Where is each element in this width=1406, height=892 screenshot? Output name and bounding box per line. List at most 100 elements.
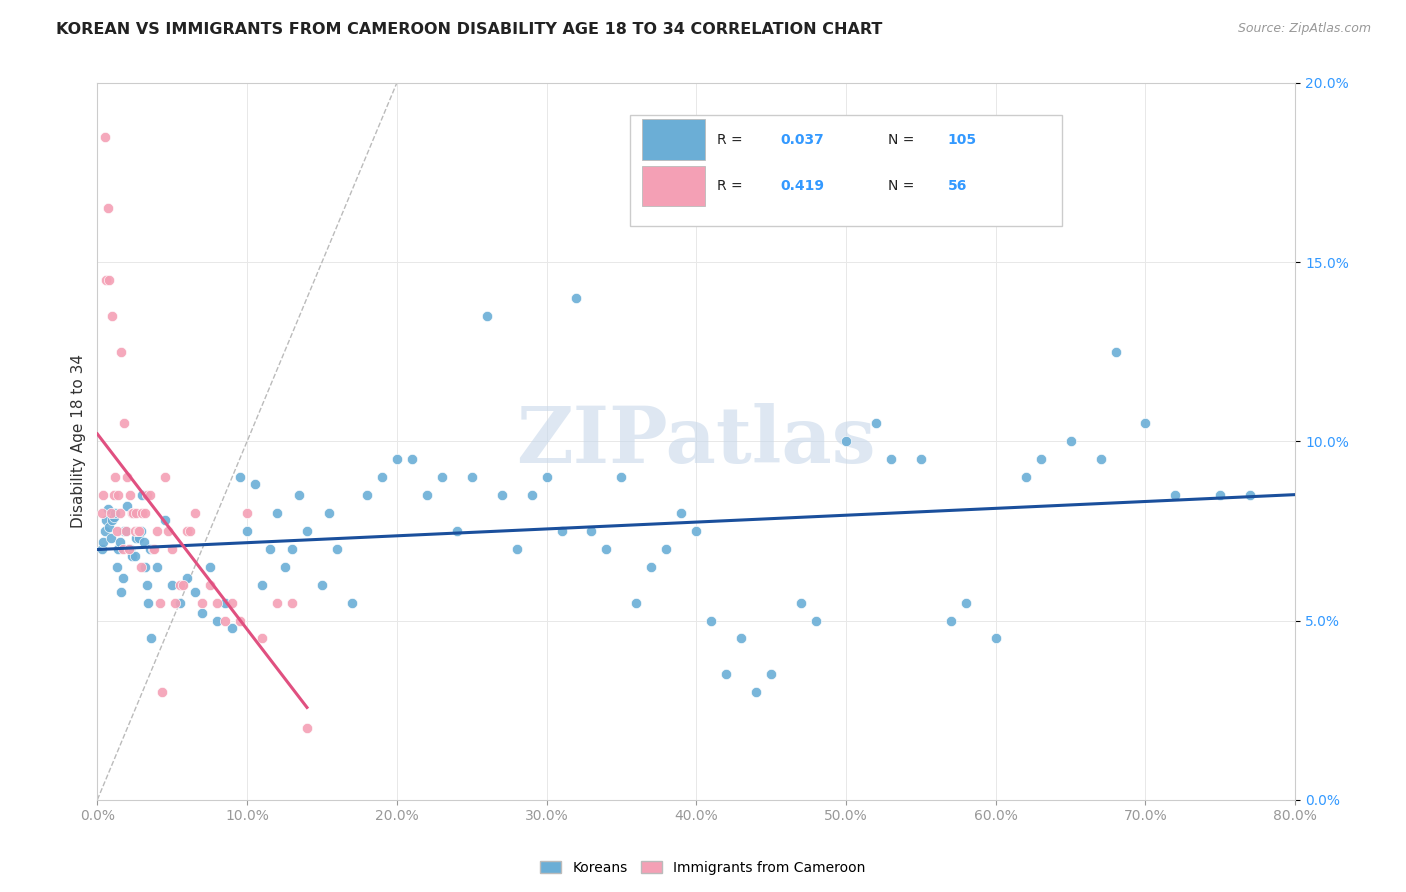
Point — [143, 541, 166, 556]
Point — [716, 667, 738, 681]
Point — [114, 524, 136, 538]
Point — [169, 578, 191, 592]
Point — [96, 273, 118, 287]
Point — [176, 524, 198, 538]
Text: 105: 105 — [948, 133, 977, 146]
Point — [198, 578, 221, 592]
Point — [295, 721, 318, 735]
Point — [565, 291, 588, 305]
Legend: Koreans, Immigrants from Cameroon: Koreans, Immigrants from Cameroon — [534, 855, 872, 880]
Point — [221, 621, 243, 635]
Point — [595, 541, 617, 556]
Point — [128, 531, 150, 545]
Point — [266, 506, 288, 520]
Point — [214, 614, 236, 628]
Point — [236, 524, 259, 538]
Point — [759, 667, 782, 681]
Point — [250, 632, 273, 646]
Point — [1015, 470, 1038, 484]
Point — [955, 596, 977, 610]
Point — [129, 524, 152, 538]
Point — [183, 585, 205, 599]
Point — [416, 488, 439, 502]
Point — [136, 596, 159, 610]
Point — [134, 559, 156, 574]
Point — [108, 506, 131, 520]
Point — [205, 596, 228, 610]
Point — [101, 513, 124, 527]
Point — [626, 596, 648, 610]
Point — [139, 541, 162, 556]
Point — [460, 470, 482, 484]
Point — [910, 452, 932, 467]
Point — [198, 559, 221, 574]
Point — [205, 614, 228, 628]
Point — [880, 452, 903, 467]
Point — [281, 596, 304, 610]
Y-axis label: Disability Age 18 to 34: Disability Age 18 to 34 — [72, 354, 86, 528]
Point — [288, 488, 311, 502]
Point — [103, 509, 125, 524]
Point — [120, 541, 142, 556]
Point — [118, 541, 141, 556]
Point — [804, 614, 827, 628]
Point — [700, 614, 723, 628]
Text: 0.419: 0.419 — [780, 179, 824, 194]
Point — [446, 524, 468, 538]
Text: N =: N = — [889, 133, 914, 146]
Point — [141, 632, 163, 646]
Point — [104, 470, 127, 484]
Point — [250, 578, 273, 592]
Point — [124, 549, 146, 563]
Point — [107, 488, 129, 502]
Point — [114, 524, 136, 538]
Point — [176, 570, 198, 584]
Point — [135, 488, 157, 502]
Point — [101, 309, 124, 323]
Point — [97, 502, 120, 516]
Point — [96, 513, 118, 527]
Point — [110, 585, 132, 599]
Point — [94, 524, 117, 538]
Point — [520, 488, 543, 502]
Point — [112, 524, 135, 538]
Point — [107, 541, 129, 556]
Text: 56: 56 — [948, 179, 967, 194]
Point — [105, 524, 128, 538]
Point — [191, 607, 214, 621]
Point — [110, 344, 132, 359]
Point — [121, 506, 143, 520]
Point — [984, 632, 1007, 646]
Point — [371, 470, 394, 484]
Text: ZIPatlas: ZIPatlas — [516, 403, 876, 479]
Point — [790, 596, 813, 610]
Point — [146, 524, 169, 538]
Point — [172, 578, 194, 592]
Point — [122, 506, 145, 520]
Point — [156, 524, 179, 538]
Point — [581, 524, 603, 538]
Point — [91, 488, 114, 502]
Point — [401, 452, 423, 467]
Point — [1209, 488, 1232, 502]
Point — [142, 541, 165, 556]
Point — [1029, 452, 1052, 467]
Point — [103, 488, 125, 502]
Point — [318, 506, 340, 520]
Point — [610, 470, 633, 484]
Point — [1164, 488, 1187, 502]
Point — [131, 506, 153, 520]
Point — [160, 578, 183, 592]
Point — [1090, 452, 1112, 467]
Point — [340, 596, 363, 610]
Point — [1135, 417, 1157, 431]
Text: N =: N = — [889, 179, 914, 194]
Text: Source: ZipAtlas.com: Source: ZipAtlas.com — [1237, 22, 1371, 36]
Point — [125, 506, 148, 520]
Point — [98, 273, 121, 287]
Point — [153, 513, 176, 527]
Point — [134, 506, 156, 520]
Point — [104, 506, 127, 520]
Point — [491, 488, 513, 502]
Point — [835, 434, 858, 449]
